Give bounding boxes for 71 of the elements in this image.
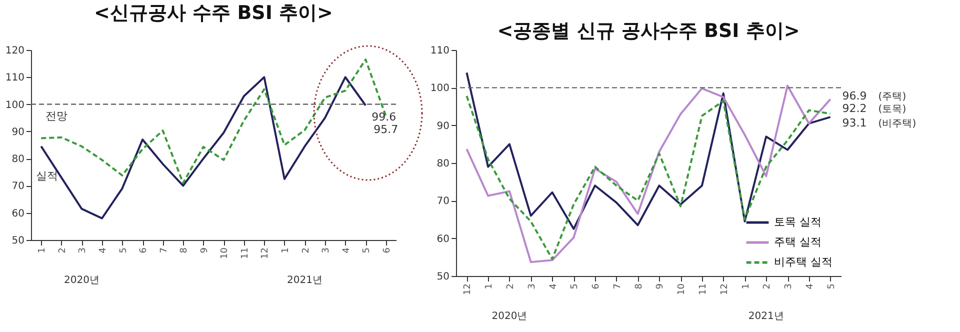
x-tick-label: 4 — [98, 247, 108, 254]
y-tick-label: 110 — [5, 72, 24, 84]
x-tick-label: 12 — [720, 284, 730, 295]
x-tick-label: 6 — [139, 247, 150, 254]
y-tick-label: 50 — [436, 272, 450, 282]
x-tick-label: 10 — [220, 247, 230, 259]
legend-label: 주택 실적 — [774, 236, 822, 248]
x-tick-label: 3 — [784, 284, 794, 290]
y-tick-label: 110 — [430, 46, 450, 56]
x-tick-label: 2 — [762, 284, 773, 290]
data-label: 93.1 — [842, 116, 867, 130]
y-tick-label: 80 — [436, 158, 450, 170]
x-tick-label: 9 — [200, 247, 210, 254]
x-tick-label: 3 — [527, 284, 538, 290]
text: 2021년 — [287, 275, 322, 286]
x-tick-label: 11 — [240, 248, 250, 259]
y-tick-label: 120 — [5, 46, 24, 56]
text: 2020년 — [64, 275, 100, 286]
x-tick-label: 1 — [484, 284, 495, 290]
text: 2020년 — [492, 311, 528, 322]
x-tick-label: 12 — [260, 248, 271, 259]
y-tick-label: 100 — [5, 100, 24, 111]
legend-label: 비주택 실적 — [774, 256, 832, 268]
x-tick-label: 2 — [506, 284, 516, 290]
x-tick-label: 9 — [656, 283, 666, 290]
x-tick-label: 7 — [159, 248, 170, 254]
x-tick-label: 5 — [118, 248, 129, 254]
y-tick-label: 70 — [436, 196, 450, 208]
y-tick-label: 100 — [430, 83, 450, 94]
text: (비주택) — [878, 118, 916, 130]
y-tick-label: 60 — [436, 234, 450, 245]
line-series — [466, 72, 832, 230]
x-tick-label: 5 — [362, 248, 372, 254]
x-tick-label: 4 — [342, 247, 352, 254]
y-tick-label: 80 — [12, 154, 24, 166]
x-tick-label: 11 — [698, 284, 708, 295]
x-tick-label: 6 — [592, 283, 602, 290]
text: (주택) — [878, 91, 906, 102]
x-tick-label: 8 — [634, 283, 644, 290]
x-tick-label: 7 — [612, 284, 623, 290]
x-tick-label: 5 — [826, 284, 837, 290]
series-label: 전망 — [46, 109, 68, 122]
data-label: 96.9 — [842, 89, 867, 102]
y-tick-label: 60 — [12, 208, 24, 220]
text: (토목) — [878, 104, 906, 116]
x-tick-label: 4 — [805, 283, 816, 290]
x-tick-label: 8 — [180, 247, 190, 254]
y-tick-label: 90 — [12, 126, 24, 138]
x-tick-label: 3 — [322, 248, 332, 254]
x-tick-label: 4 — [548, 283, 559, 290]
x-tick-label: 2 — [301, 248, 312, 254]
data-label: 95.7 — [374, 122, 398, 136]
x-tick-label: 1 — [38, 248, 48, 254]
x-tick-label: 12 — [463, 284, 474, 295]
x-tick-label: 2 — [58, 248, 68, 254]
x-tick-label: 6 — [382, 247, 392, 254]
x-tick-label: 1 — [741, 284, 752, 290]
data-label: 99.6 — [372, 110, 396, 124]
chart-title: <공종별 신규 공사수주 BSI 추이> — [497, 20, 800, 42]
x-tick-label: 1 — [280, 248, 291, 254]
y-tick-label: 90 — [436, 120, 450, 132]
series-label: 실적 — [36, 169, 58, 182]
data-label: 92.2 — [842, 102, 867, 116]
chart-title: <신규공사 수주 BSI 추이> — [94, 2, 333, 24]
legend-label: 토목 실적 — [774, 216, 822, 228]
text: 2021년 — [748, 311, 784, 322]
x-tick-label: 5 — [570, 284, 580, 290]
y-tick-label: 70 — [12, 181, 24, 192]
y-tick-label: 50 — [12, 236, 24, 246]
x-tick-label: 3 — [78, 248, 88, 254]
x-tick-label: 10 — [677, 283, 688, 295]
